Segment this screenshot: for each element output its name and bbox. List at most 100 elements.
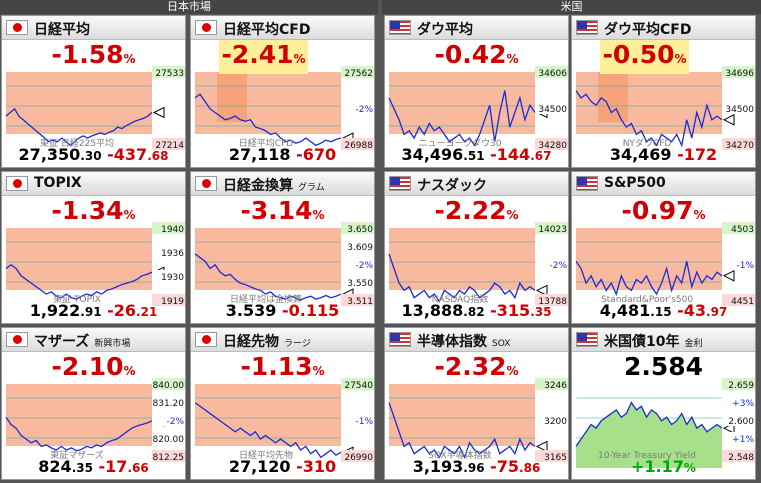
- chart-fill: [389, 72, 535, 134]
- price-decimal: .30: [80, 149, 102, 163]
- market-tile-topix[interactable]: 東証 TOPIX 1940 1936 1930 1919 TOPIX -1.34% 1,922…: [1, 171, 186, 324]
- change-main: -670: [296, 145, 337, 164]
- price-value: 34,496: [401, 145, 464, 164]
- current-price-marker: [152, 106, 165, 119]
- price-row: 27,120 -310: [191, 457, 374, 476]
- market-tile-nasdaq[interactable]: NASDAQ指数 14023 -2% 13788 ナスダック -2.22% 13,888.8…: [384, 171, 569, 324]
- price-axis-label: -1%: [736, 261, 754, 271]
- market-tile-mothers[interactable]: 東証マザーズ 840.00 831.20 -2% 820.00 812.25 マザーズ 新興市…: [1, 327, 186, 480]
- price-axis-label: 34696: [725, 69, 754, 79]
- price-line: [575, 90, 723, 148]
- price-label-bg: [152, 246, 185, 258]
- tile-title: 日経平均: [34, 19, 90, 39]
- price-row: 34,469 -172: [572, 145, 755, 164]
- price-label-bg: [722, 396, 755, 408]
- change-main: -43: [677, 301, 707, 320]
- percent-unit: %: [123, 208, 136, 222]
- current-price-marker: [722, 269, 735, 282]
- us-flag-icon: [576, 176, 598, 191]
- price-label-bg: [722, 294, 755, 306]
- market-tile-nikkei-gold[interactable]: 日経平均は金換算 3.650 3.609 -2% 3.550 3.511 日経金換算 グラム -…: [190, 171, 375, 324]
- tile-header: 日経金換算 グラム: [191, 172, 374, 196]
- price-chart: ニューヨークダウ30 34606 34500 34280: [388, 66, 568, 151]
- price-axis-label: 27214: [155, 141, 184, 151]
- market-tile-dow[interactable]: ニューヨークダウ30 34606 34500 34280 ダウ平均 -0.42% 34,49…: [384, 15, 569, 168]
- change-value: -17.66: [99, 457, 149, 476]
- percent-unit: %: [123, 364, 136, 378]
- price-label-bg: [535, 378, 568, 390]
- price-value: 34,469: [609, 145, 672, 164]
- tile-title: 半導体指数 SOX: [417, 331, 510, 351]
- change-decimal: .66: [127, 461, 149, 475]
- change-decimal: %: [683, 461, 696, 475]
- percent-change: -2.32%: [385, 352, 568, 386]
- chart-area: [576, 402, 722, 468]
- tile-header: 日経平均: [2, 16, 185, 40]
- price-line: [5, 264, 153, 300]
- price-row: 824.35 -17.66: [2, 457, 185, 476]
- price-label-bg: [722, 102, 755, 114]
- price-value: 13,888: [401, 301, 464, 320]
- change-value: -0.115: [282, 301, 339, 320]
- market-tile-dow-cfd[interactable]: NYダウCFD 34696 34500 34270 ダウ平均CFD -0.50% 34,46…: [571, 15, 756, 168]
- tile-title: マザーズ 新興市場: [34, 331, 130, 351]
- price-axis-label: 27562: [344, 69, 373, 79]
- price-axis-label: 840.00: [153, 381, 185, 391]
- percent-unit: %: [123, 52, 136, 66]
- us-flag-icon: [389, 332, 411, 347]
- chart-watermark: 東証マザーズ: [50, 449, 104, 461]
- price-axis-label: -2%: [355, 105, 373, 115]
- tile-subtitle: 金利: [684, 339, 703, 349]
- percent-change: -0.42%: [385, 40, 568, 74]
- percent-value: -1.13: [240, 352, 313, 381]
- us-flag-icon: [389, 176, 411, 191]
- price-chart: NYダウCFD 34696 34500 34270: [575, 66, 755, 151]
- chart-fill: [6, 384, 152, 446]
- price-label-bg: [535, 294, 568, 306]
- market-tile-nikkei[interactable]: 東証 日経225平均 27533 27214 日経平均 -1.58% 27,350.30 …: [1, 15, 186, 168]
- price-row: 27,118 -670: [191, 145, 374, 164]
- change-value: -144.67: [490, 145, 551, 164]
- us-flag-icon: [389, 20, 411, 35]
- tile-title-text: S&P500: [604, 175, 666, 191]
- price-label-bg: [341, 294, 374, 306]
- tile-header: S&P500: [572, 172, 755, 196]
- chart-highlight: [217, 72, 247, 122]
- market-tile-sox[interactable]: SOX半導体指数 3246 3200 3165 半導体指数 SOX -2.32% 3,193.…: [384, 327, 569, 480]
- price-label-bg: [722, 222, 755, 234]
- price-chart: 10-Year Treasury Yield 2.659 +3% 2.600 +1% 2.…: [575, 378, 755, 468]
- market-tile-us10y[interactable]: 10-Year Treasury Yield 2.659 +3% 2.600 +1% 2.…: [571, 327, 756, 480]
- price-label-bg: [535, 222, 568, 234]
- tile-title-text: TOPIX: [34, 175, 82, 191]
- price-line: [194, 253, 342, 301]
- change-decimal: .86: [519, 461, 541, 475]
- percent-change: -1.34%: [2, 196, 185, 230]
- price-label-bg: [535, 414, 568, 426]
- market-tile-nikkei-cfd[interactable]: 日経平均CFD 27562 -2% 26988 日経平均CFD -2.41% 27,118 …: [190, 15, 375, 168]
- japan-flag-icon: [6, 176, 28, 191]
- price-axis-label: 4503: [731, 225, 754, 235]
- chart-watermark: 日経平均先物: [239, 449, 293, 461]
- tile-title: TOPIX: [34, 175, 82, 191]
- market-tile-nikkei-futures[interactable]: 日経平均先物 27540 -1% 26990 日経先物 ラージ -1.13% 27,120 -…: [190, 327, 375, 480]
- tile-header: ダウ平均CFD: [572, 16, 755, 40]
- price-axis-label: 2.600: [728, 417, 754, 427]
- market-tile-sp500[interactable]: Standard&Poor's500 4503 -1% 4451 S&P500 -0.97…: [571, 171, 756, 324]
- price-decimal: .91: [80, 305, 102, 319]
- tile-title-text: 日経平均: [34, 22, 90, 38]
- change-main: -437: [107, 145, 148, 164]
- tile-header: ダウ平均: [385, 16, 568, 40]
- price-chart: 東証 TOPIX 1940 1936 1930 1919: [5, 222, 185, 307]
- percent-value: -2.32: [434, 352, 507, 381]
- price-axis-label: 3165: [544, 453, 567, 463]
- percent-value: -2.22: [434, 196, 507, 225]
- price-label-bg: [722, 414, 755, 426]
- price-line: [388, 90, 536, 147]
- change-decimal: .21: [136, 305, 158, 319]
- chart-fill: [195, 384, 341, 446]
- us-flag-icon: [576, 332, 598, 347]
- chart-fill: [195, 72, 341, 134]
- tile-title: S&P500: [604, 175, 666, 191]
- price-axis-label: 812.25: [153, 453, 185, 463]
- section-header-japan: 日本市場: [0, 0, 378, 14]
